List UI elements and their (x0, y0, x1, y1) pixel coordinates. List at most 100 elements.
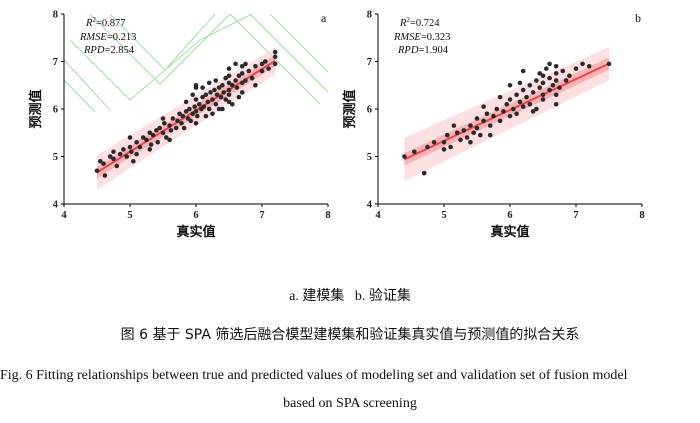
data-point (200, 85, 205, 90)
y-axis-label: 预测值 (342, 89, 358, 128)
data-point (177, 111, 182, 117)
x-tick-label: 8 (325, 210, 330, 221)
data-point (402, 154, 407, 159)
data-point (547, 87, 552, 93)
data-point (208, 90, 213, 95)
data-point (239, 90, 245, 95)
data-point (183, 99, 189, 105)
data-point (507, 113, 513, 119)
stat-rpd-value: =1.904 (418, 45, 448, 56)
stat-rmse-value: =0.323 (421, 32, 451, 43)
data-point (167, 123, 172, 128)
x-tick-label: 7 (573, 210, 578, 221)
data-point (134, 139, 139, 145)
data-point (131, 158, 136, 164)
data-point (157, 125, 162, 131)
data-point (220, 106, 225, 112)
data-point (557, 85, 562, 90)
data-point (501, 109, 506, 114)
data-point (553, 92, 559, 98)
data-point (497, 118, 503, 124)
data-point (481, 118, 486, 124)
y-tick-label: 5 (53, 152, 58, 163)
stats-block: R2=0.877 RMSE=0.213 RPD=2.854 (79, 16, 136, 56)
stat-rmse: RMSE=0.323 (393, 32, 450, 43)
x-axis-label: 真实值 (490, 224, 529, 240)
data-point (201, 104, 207, 109)
data-point (239, 71, 245, 76)
data-point (560, 68, 566, 74)
y-tick-label: 7 (53, 57, 58, 68)
data-point (272, 54, 278, 60)
data-point (425, 144, 430, 150)
data-point (468, 123, 473, 128)
data-point (540, 97, 546, 102)
data-point (239, 63, 245, 69)
data-point (160, 130, 166, 136)
y-tick-label: 7 (367, 57, 372, 68)
x-axis-label: 真实值 (176, 224, 215, 240)
data-point (481, 104, 486, 109)
figure-caption-english-line2: based on SPA screening (283, 396, 417, 411)
data-point (468, 139, 473, 145)
data-point (212, 87, 217, 93)
data-point (517, 99, 523, 105)
stat-r2-value: =0.877 (96, 18, 126, 29)
stats-block: R2=0.724 RMSE=0.323 RPD=1.904 (393, 16, 450, 56)
data-point (220, 82, 225, 88)
data-point (213, 78, 219, 83)
data-point (137, 144, 143, 150)
data-point (451, 123, 457, 128)
data-point (514, 111, 519, 117)
data-point (272, 49, 278, 55)
data-point (230, 82, 235, 88)
data-point (445, 132, 450, 138)
data-point (221, 90, 227, 95)
data-point (154, 128, 159, 133)
data-point (173, 125, 179, 131)
data-point (431, 139, 437, 145)
data-point (511, 106, 516, 112)
data-point (216, 85, 222, 90)
data-point (553, 71, 559, 76)
data-point (520, 104, 526, 109)
data-point (223, 97, 228, 102)
data-point (517, 80, 523, 86)
y-tick-label: 8 (367, 10, 372, 21)
data-point (195, 113, 200, 119)
confidence-bands (404, 47, 609, 181)
data-point (206, 106, 212, 112)
data-point (197, 101, 202, 107)
data-point (205, 99, 211, 105)
data-point (563, 78, 569, 83)
data-point (226, 73, 232, 79)
data-point (98, 158, 103, 164)
data-point (147, 147, 153, 152)
data-point (243, 61, 248, 67)
data-point (540, 92, 546, 98)
data-point (540, 80, 546, 86)
stat-rmse: RMSE=0.213 (79, 32, 136, 43)
x-tick-label: 5 (441, 210, 446, 221)
data-point (226, 87, 232, 93)
data-point (233, 61, 238, 67)
data-point (114, 163, 120, 169)
chart-panel-a: 4 5 6 7 8 4 5 6 7 8 真实值 预测值 a R2=0.877 RMSE=0.213… (28, 10, 331, 241)
data-point (127, 144, 133, 150)
data-point (461, 128, 467, 133)
data-point (94, 168, 100, 174)
data-point (214, 92, 220, 98)
data-point (124, 154, 129, 159)
data-point (223, 75, 228, 81)
data-point (567, 73, 572, 79)
data-point (507, 82, 513, 88)
x-tick-label: 6 (507, 210, 512, 221)
data-point (580, 61, 585, 67)
data-point (471, 130, 477, 136)
data-point (606, 61, 612, 67)
data-points (94, 49, 278, 178)
data-point (497, 94, 503, 100)
data-point (236, 94, 242, 100)
stat-r2: R2=0.724 (399, 16, 440, 29)
data-point (253, 63, 258, 69)
